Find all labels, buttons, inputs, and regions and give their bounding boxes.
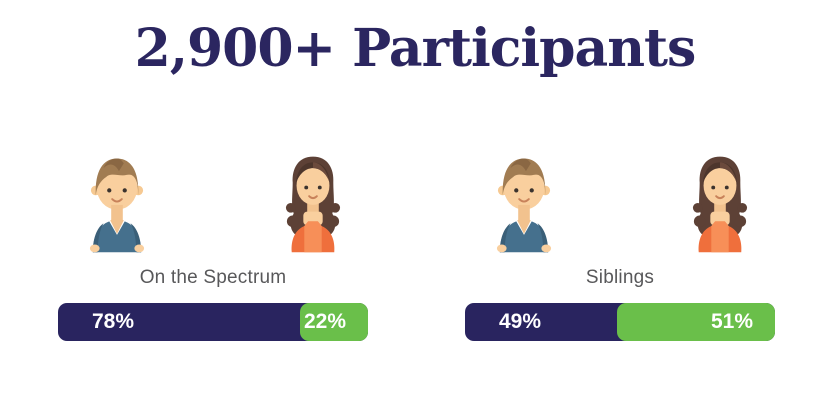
green-segment: 51% bbox=[616, 303, 775, 341]
group-label: On the Spectrum bbox=[139, 267, 287, 288]
group-on-the-spectrum: On the Spectrum 78% 22% bbox=[58, 150, 368, 341]
avatar-pair bbox=[58, 150, 368, 254]
avatar-pair bbox=[465, 150, 775, 254]
female-avatar-icon bbox=[692, 156, 748, 253]
group-label: Siblings bbox=[585, 267, 655, 288]
male-avatar-icon bbox=[496, 158, 552, 253]
split-bar-siblings: 49% 51% bbox=[465, 303, 775, 341]
male-avatar-icon bbox=[89, 158, 145, 253]
green-percent-label: 22% bbox=[303, 310, 346, 333]
split-bar-on-the-spectrum: 78% 22% bbox=[58, 303, 368, 341]
navy-percent-label: 49% bbox=[499, 310, 542, 333]
page-title: 2,900+ Participants bbox=[134, 18, 697, 79]
green-segment: 22% bbox=[299, 303, 368, 341]
green-percent-label: 51% bbox=[710, 310, 753, 333]
female-avatar-icon bbox=[285, 156, 341, 253]
groups-row: On the Spectrum 78% 22% bbox=[58, 150, 775, 341]
group-siblings: Siblings 49% 51% bbox=[465, 150, 775, 341]
navy-percent-label: 78% bbox=[92, 310, 135, 333]
